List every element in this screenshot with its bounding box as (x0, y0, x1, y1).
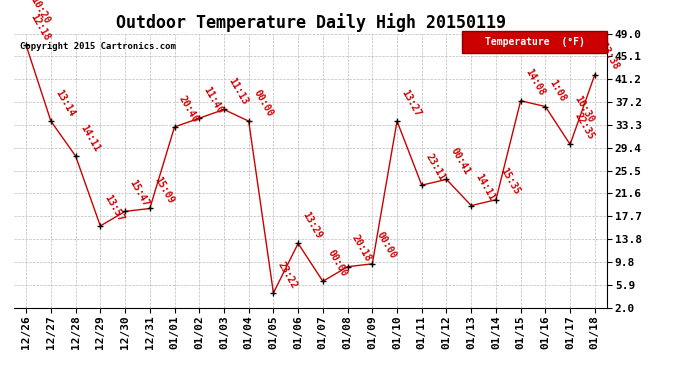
Text: 22:35: 22:35 (573, 111, 596, 141)
Text: 14:11: 14:11 (474, 172, 497, 202)
Text: 20:40: 20:40 (177, 94, 200, 124)
FancyBboxPatch shape (462, 31, 607, 53)
Text: 23:22: 23:22 (276, 260, 299, 290)
Text: 10:20: 10:20 (29, 0, 52, 25)
Title: Outdoor Temperature Daily High 20150119: Outdoor Temperature Daily High 20150119 (115, 13, 506, 32)
Text: 13:14: 13:14 (53, 88, 77, 118)
Text: 23:11: 23:11 (424, 152, 448, 182)
Text: 13:38: 13:38 (598, 41, 621, 72)
Text: 13:57: 13:57 (103, 193, 126, 223)
Text: 20:18: 20:18 (350, 233, 373, 264)
Text: 15:35: 15:35 (498, 166, 522, 197)
Text: 00:00: 00:00 (326, 248, 348, 278)
Text: 1:08: 1:08 (548, 78, 569, 104)
Text: 15:09: 15:09 (152, 175, 176, 206)
Text: 12:18: 12:18 (29, 12, 52, 42)
Text: 00:00: 00:00 (251, 88, 275, 118)
Text: 13:29: 13:29 (301, 210, 324, 240)
Text: 14:08: 14:08 (523, 68, 546, 98)
Text: 11:40: 11:40 (201, 85, 225, 115)
Text: 11:13: 11:13 (226, 76, 250, 106)
Text: Copyright 2015 Cartronics.com: Copyright 2015 Cartronics.com (20, 42, 176, 51)
Text: 14:11: 14:11 (78, 123, 101, 153)
Text: Temperature  (°F): Temperature (°F) (484, 37, 584, 47)
Text: 10:30: 10:30 (573, 94, 596, 124)
Text: 00:00: 00:00 (375, 231, 398, 261)
Text: 15:47: 15:47 (128, 178, 151, 209)
Text: 13:27: 13:27 (400, 88, 423, 118)
Text: 00:41: 00:41 (449, 146, 473, 177)
